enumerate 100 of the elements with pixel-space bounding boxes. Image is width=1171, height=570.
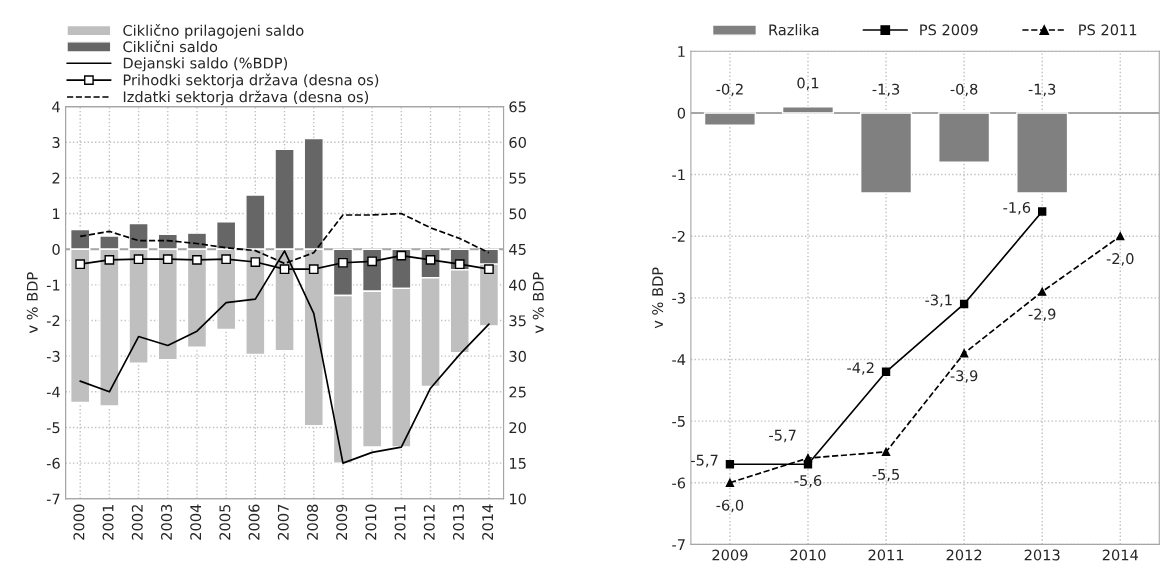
data-label: -1,3 [872,83,900,97]
point [484,264,494,275]
y-tick-label: 1 [53,208,60,220]
y2-tick-label: 40 [509,279,526,291]
data-label: -5,6 [794,474,822,488]
x-tick-label: 2008 [306,504,318,540]
y-tick-label: 3 [52,136,60,148]
y2-tick-label: 60 [509,136,526,148]
legend-label: Dejanski saldo (%BDP) [123,57,288,72]
y-tick-label: 0 [52,243,60,255]
x-tick-label: 2010 [365,504,377,540]
legend-label: Prihodki sektorja država (desna os) [123,73,379,89]
point [396,250,407,261]
y-tick-label: -6 [46,457,60,469]
x-tick-label: 2003 [160,504,172,540]
data-label: -3,9 [950,370,978,383]
data-label: -6,0 [716,499,744,513]
legend-label: PS 2009 [920,24,978,36]
data-label: -1,3 [1028,83,1056,97]
point [367,256,378,267]
y-tick-label: -1 [672,169,685,181]
y2-tick-label: 25 [509,386,526,398]
data-label: -5,7 [691,454,718,468]
y2-tick-label: 65 [509,101,526,113]
y-tick-label: -6 [672,477,686,489]
y-axis-title: v % BDP [26,272,38,334]
point [308,264,319,275]
point [162,254,173,265]
point [881,367,891,376]
point [725,460,735,469]
y-tick-label: -3 [672,292,685,304]
y-tick-label: -1 [46,279,60,291]
legend-label: Ciklični saldo [123,40,218,53]
legend-label: Razlika [769,24,819,36]
x-tick-label: 2012 [423,505,435,540]
x-tick-label: 2000 [73,504,85,540]
point [725,478,735,487]
point [133,254,144,265]
x-tick-label: 2014 [482,504,494,540]
point [959,349,969,358]
y-tick-label: -4 [46,386,60,398]
x-tick-label: 2006 [248,504,260,540]
point [881,447,891,457]
y-tick-label: -3 [46,350,60,362]
point [250,257,261,267]
y-tick-label: -4 [672,354,686,365]
y2-tick-label: 30 [509,350,526,362]
data-label: -2,9 [1028,308,1056,322]
y-tick-label: -2 [46,315,60,327]
x-tick-label: 2013 [452,504,464,540]
point [1038,287,1047,296]
legend-label: PS 2011 [1079,24,1137,36]
point [1116,232,1125,241]
y-tick-label: -7 [672,539,685,550]
data-label: -5,5 [872,469,900,482]
x-tick-label: 2011 [868,549,904,561]
y2-tick-label: 45 [509,244,526,255]
point [75,259,86,270]
y2-tick-label: 50 [509,208,526,220]
y-tick-label: 2 [52,172,60,184]
x-tick-label: 2004 [190,504,202,540]
x-tick-label: 2012 [946,549,982,561]
point [454,259,465,270]
x-tick-label: 2001 [102,504,114,540]
point [803,453,813,463]
data-label: -0,2 [716,83,743,97]
y-tick-label: 1 [678,46,685,57]
data-label: -2,0 [1106,253,1134,266]
point [104,255,115,265]
y-tick-label: 4 [52,101,60,113]
y-tick-label: 0 [677,107,686,119]
point [338,257,348,268]
point [1038,207,1047,216]
x-tick-label: 2013 [1024,549,1060,561]
y2-axis-title: v % BDP [532,272,544,334]
y-axis-title: v % BDP [652,267,664,329]
data-label: -0,8 [950,83,978,97]
legend-label: Izdatki sektorja država (desna os) [123,90,369,106]
x-tick-label: 2009 [336,504,348,540]
y2-tick-label: 15 [509,458,526,469]
point [192,255,202,265]
y-tick-label: -5 [46,422,60,434]
y2-tick-label: 20 [509,422,526,434]
y-tick-label: -2 [672,230,685,242]
point [221,254,232,265]
x-tick-label: 2011 [394,504,406,540]
y2-tick-label: 55 [509,172,526,184]
y2-tick-label: 35 [509,315,526,327]
x-tick-label: 2014 [1102,549,1138,561]
data-label: -1,6 [1003,201,1031,215]
data-label: -5,7 [769,429,796,443]
x-tick-label: 2005 [219,504,231,540]
data-label: -4,2 [847,362,874,375]
point [959,299,969,309]
legend-label: Ciklično prilagojeni saldo [123,24,304,39]
data-label: 0,1 [797,77,819,91]
y-tick-label: -5 [672,416,685,427]
data-label: -3,1 [925,294,952,307]
y2-tick-label: 10 [509,493,526,505]
y-tick-label: -7 [46,493,60,505]
